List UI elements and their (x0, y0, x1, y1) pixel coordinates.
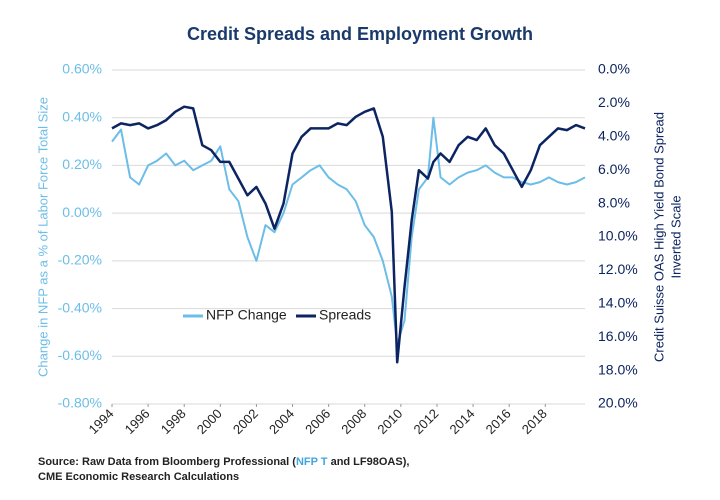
y2-axis-title: Inverted Scale (668, 195, 683, 278)
source-note: Source: Raw Data from Bloomberg Professi… (38, 456, 409, 468)
x-tick-label: 1996 (122, 406, 153, 437)
x-tick-label: 2006 (302, 406, 333, 437)
y2-tick-label: 16.0% (598, 328, 638, 344)
y2-tick-label: 8.0% (598, 194, 630, 210)
y-tick-label: 0.00% (62, 204, 102, 220)
x-tick-label: 2014 (447, 406, 478, 437)
y-tick-label: -0.80% (58, 395, 102, 411)
y-tick-label: 0.40% (62, 108, 102, 124)
legend-label: Spreads (319, 307, 371, 323)
y-tick-label: -0.40% (58, 299, 102, 315)
x-tick-label: 2002 (230, 406, 261, 437)
x-tick-label: 2016 (483, 406, 514, 437)
y2-tick-label: 6.0% (598, 161, 630, 177)
series-line (111, 116, 586, 346)
source-text: Source: Raw Data from Bloomberg Professi… (38, 456, 296, 468)
x-tick-label: 2000 (194, 406, 225, 437)
y2-axis-title: Credit Suisse OAS High Yield Bond Spread (651, 112, 666, 362)
y-axis-title: Change in NFP as a % of Labor Force Tota… (35, 97, 50, 377)
source-link: NFP T (296, 456, 328, 468)
y2-tick-label: 4.0% (598, 128, 630, 144)
source-text: and LF98OAS), (328, 456, 410, 468)
x-tick-label: 2010 (374, 406, 405, 437)
chart-title: Credit Spreads and Employment Growth (187, 24, 533, 44)
y2-tick-label: 2.0% (598, 94, 630, 110)
source-note: CME Economic Research Calculations (38, 471, 239, 483)
y-tick-label: -0.60% (58, 347, 102, 363)
y2-tick-label: 0.0% (598, 61, 630, 77)
x-tick-label: 2008 (338, 406, 369, 437)
y-tick-label: 0.60% (62, 61, 102, 77)
x-tick-label: 1998 (158, 406, 189, 437)
x-tick-label: 2004 (266, 406, 297, 437)
legend-label: NFP Change (206, 307, 287, 323)
series-line (111, 105, 586, 364)
y2-tick-label: 10.0% (598, 228, 638, 244)
y-tick-label: 0.20% (62, 156, 102, 172)
x-tick-label: 2018 (519, 406, 550, 437)
x-tick-label: 2012 (410, 406, 441, 437)
y2-tick-label: 18.0% (598, 361, 638, 377)
y2-tick-label: 14.0% (598, 295, 638, 311)
y2-tick-label: 20.0% (598, 395, 638, 411)
y2-tick-label: 12.0% (598, 261, 638, 277)
y-tick-label: -0.20% (58, 252, 102, 268)
